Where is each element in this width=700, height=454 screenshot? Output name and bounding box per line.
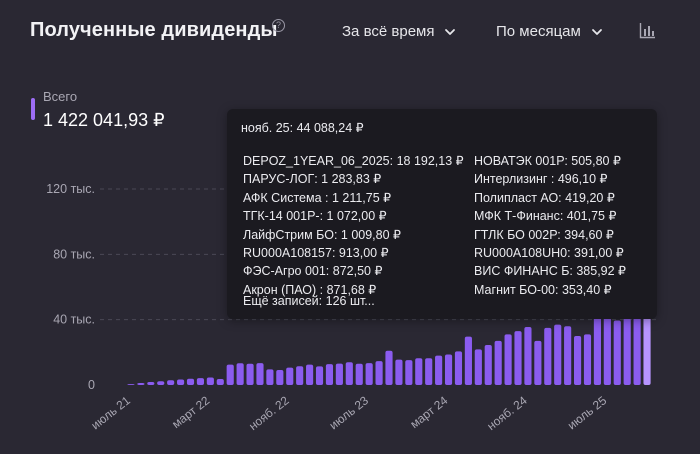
- bar: [127, 384, 135, 385]
- page-title: Полученные дивиденды: [30, 19, 278, 41]
- tooltip-entry: Магнит БО-00: 353,40 ₽: [474, 282, 612, 297]
- bar: [474, 349, 482, 385]
- bar: [534, 340, 542, 385]
- x-tick-label: июль 21: [88, 393, 133, 432]
- x-tick-label: март 24: [407, 393, 450, 431]
- tooltip-entry: RU000A108157: 913,00 ₽: [243, 245, 389, 260]
- bar: [583, 334, 592, 385]
- bar: [276, 369, 284, 385]
- bar: [226, 364, 234, 385]
- bar: [415, 358, 423, 385]
- total-value: 1 422 041,93 ₽: [43, 110, 165, 130]
- bar: [296, 366, 304, 385]
- bar: [306, 364, 314, 385]
- tooltip-entry: ЛайфСтрим БО: 1 009,80 ₽: [243, 227, 401, 242]
- bar: [633, 309, 641, 385]
- grouping-select[interactable]: По месяцам: [496, 23, 603, 40]
- bar: [186, 378, 195, 385]
- bar: [444, 354, 453, 385]
- bar: [157, 381, 165, 385]
- bar: [514, 331, 522, 385]
- bar: [167, 380, 175, 385]
- bar: [365, 363, 373, 385]
- chart-tooltip: нояб. 25: 44 088,24 ₽ DEPOZ_1YEAR_06_202…: [227, 109, 657, 319]
- x-tick-label: июль 23: [327, 393, 372, 432]
- tooltip-right-column: НОВАТЭК 001Р: 505,80 ₽ Интерлизинг : 496…: [474, 152, 626, 299]
- tooltip-entry: ГТЛК БО 002Р: 394,60 ₽: [474, 227, 614, 242]
- bar: [137, 383, 145, 385]
- x-tick-label: нояб. 24: [484, 393, 530, 433]
- chevron-down-icon: [445, 28, 456, 35]
- bar: [325, 364, 334, 385]
- bar: [266, 369, 274, 385]
- bar: [196, 378, 205, 385]
- bar: [286, 367, 294, 385]
- y-tick-label: 0: [88, 378, 95, 392]
- help-icon[interactable]: ?: [272, 19, 285, 32]
- bar: [256, 363, 264, 385]
- bar: [613, 320, 621, 385]
- bar: [464, 336, 472, 385]
- bar: [454, 351, 463, 385]
- tooltip-entry: ПАРУС-ЛОГ: 1 283,83 ₽: [243, 172, 382, 187]
- bar: [375, 361, 383, 385]
- y-tick-label: 40 тыс.: [53, 313, 95, 327]
- bar: [216, 378, 224, 385]
- bar: [504, 334, 512, 385]
- x-tick-label: июль 25: [565, 393, 610, 432]
- tooltip-left-column: DEPOZ_1YEAR_06_2025: 18 192,13 ₽ ПАРУС-Л…: [243, 152, 464, 299]
- bar: [405, 360, 413, 385]
- bar: [573, 336, 582, 385]
- x-tick-label: март 22: [169, 393, 212, 431]
- bar: [345, 362, 353, 385]
- chevron-down-icon: [591, 28, 602, 35]
- bar: [425, 358, 433, 385]
- bar: [236, 363, 244, 385]
- bar: [335, 363, 343, 385]
- y-tick-label: 80 тыс.: [53, 247, 95, 261]
- bar: [147, 382, 155, 385]
- bar: [593, 306, 601, 385]
- bar-chart-icon[interactable]: [639, 22, 656, 39]
- tooltip-more-records: Ещё записей: 126 шт...: [243, 294, 375, 308]
- x-tick-label: нояб. 22: [246, 393, 292, 433]
- bar: [315, 366, 324, 385]
- bar: [246, 363, 254, 385]
- bar: [484, 344, 492, 385]
- bar: [177, 379, 185, 385]
- tooltip-entry: Акрон (ПАО) : 871,68 ₽: [243, 282, 377, 297]
- tooltip-entry: ФЭС-Агро 001: 872,50 ₽: [243, 264, 383, 279]
- period-select-label: За всё время: [342, 23, 435, 40]
- bar: [643, 312, 651, 385]
- total-label: Всего: [43, 89, 78, 104]
- grouping-select-label: По месяцам: [496, 23, 581, 40]
- bar: [544, 327, 552, 385]
- bar: [435, 355, 443, 385]
- tooltip-entry: Интерлизинг : 496,10 ₽: [474, 172, 608, 187]
- tooltip-entry: ВИС ФИНАНС Б: 385,92 ₽: [474, 264, 627, 279]
- tooltip-header: нояб. 25: 44 088,24 ₽: [241, 121, 364, 135]
- bar: [395, 359, 403, 385]
- tooltip-entry: МФК Т-Финанс: 401,75 ₽: [474, 209, 617, 224]
- bar: [385, 350, 393, 385]
- period-select[interactable]: За всё время: [342, 23, 456, 40]
- bar: [623, 318, 631, 385]
- tooltip-entry: НОВАТЭК 001Р: 505,80 ₽: [474, 154, 621, 168]
- tooltip-entry: АФК Система : 1 211,75 ₽: [243, 190, 392, 205]
- bar: [524, 327, 532, 385]
- bar: [554, 324, 562, 385]
- tooltip-entry: DEPOZ_1YEAR_06_2025: 18 192,13 ₽: [243, 154, 464, 168]
- tooltip-entry: RU000A108UH0: 391,00 ₽: [474, 245, 624, 260]
- bar: [564, 326, 572, 385]
- total-indicator: [31, 98, 35, 120]
- tooltip-entry: ТГК-14 001Р-: 1 072,00 ₽: [243, 209, 387, 224]
- tooltip-entry: Полипласт АО: 419,20 ₽: [474, 190, 615, 205]
- bar: [494, 340, 502, 385]
- bar: [355, 363, 363, 385]
- bar: [206, 377, 214, 385]
- y-tick-label: 120 тыс.: [46, 182, 95, 196]
